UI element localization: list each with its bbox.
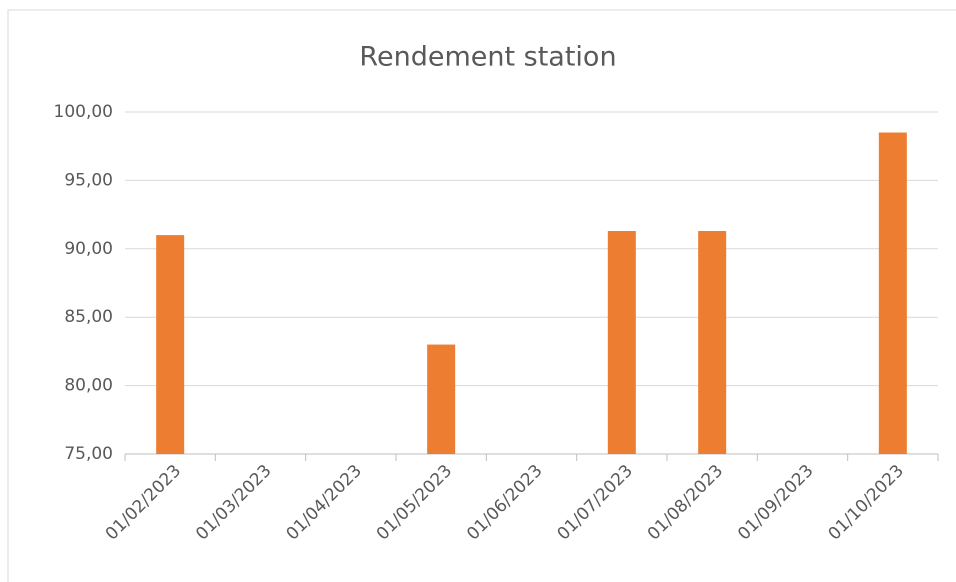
bar bbox=[427, 344, 456, 454]
y-tick-label: 95,00 bbox=[64, 170, 113, 190]
bar bbox=[607, 231, 636, 454]
bar bbox=[156, 235, 185, 454]
bar bbox=[878, 132, 907, 454]
chart-title: Rendement station bbox=[359, 42, 616, 73]
y-tick-label: 100,00 bbox=[54, 102, 113, 122]
y-tick-label: 80,00 bbox=[64, 376, 113, 396]
y-tick-label: 75,00 bbox=[64, 444, 113, 464]
y-tick-label: 90,00 bbox=[64, 239, 113, 259]
bar bbox=[698, 231, 727, 454]
y-tick-label: 85,00 bbox=[64, 307, 113, 327]
